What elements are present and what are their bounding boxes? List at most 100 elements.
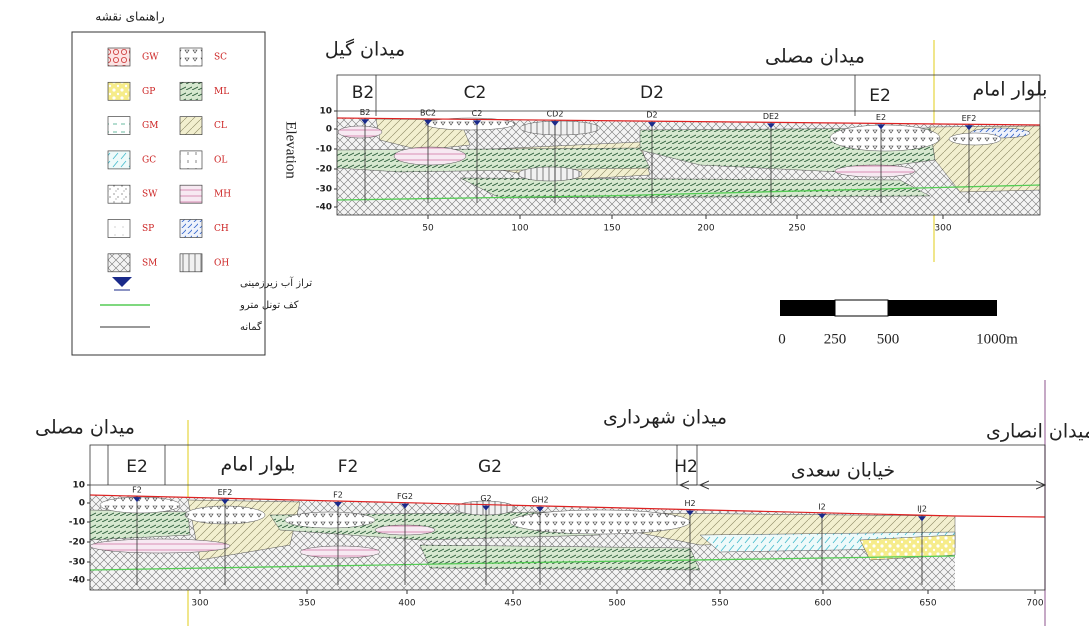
zone-label: E2: [869, 86, 891, 106]
scale-segment: [888, 300, 997, 316]
water-level: [965, 125, 973, 131]
scale-label: 1000m: [976, 331, 1018, 347]
water-level: [133, 497, 141, 503]
legend-swatch: [107, 81, 131, 101]
water-level: [648, 122, 656, 128]
y-tick-label: 0: [326, 125, 332, 135]
y-tick-label: -30: [69, 558, 85, 568]
borehole-label: D2: [646, 111, 657, 120]
place-name: بلوار امام: [973, 79, 1048, 101]
legend-label: MH: [214, 190, 231, 200]
water-level: [918, 516, 926, 522]
legend-swatch: [179, 81, 203, 101]
water-level: [473, 120, 481, 126]
water-level: [767, 123, 775, 129]
legend-label: GP: [142, 87, 155, 97]
soil-lens: [337, 125, 383, 139]
borehole-label: F2: [132, 486, 142, 495]
legend-label: OH: [214, 258, 229, 268]
y-axis-label: Elevation: [283, 121, 299, 179]
x-tick-label: 550: [711, 599, 728, 609]
x-tick-label: 650: [919, 599, 936, 609]
x-tick-label: 300: [934, 224, 951, 234]
borehole-label: G2: [480, 494, 491, 503]
borehole-label: CD2: [547, 110, 564, 119]
soil-lens: [519, 120, 601, 136]
soil-lens: [89, 509, 191, 541]
legend-label: ML: [214, 87, 229, 97]
legend-label: SW: [142, 190, 158, 200]
legend-title: راهنمای نقشه: [95, 10, 165, 25]
legend-swatch: [179, 219, 203, 238]
water-level: [536, 506, 544, 512]
soil-lens: [99, 496, 181, 514]
borehole-label: GH2: [531, 495, 548, 504]
zone-label: H2: [674, 457, 698, 477]
x-tick-label: 400: [398, 599, 415, 609]
place-name: میدان انصاری: [986, 421, 1089, 443]
borehole-label: FG2: [397, 492, 413, 501]
borehole-label: E2: [876, 113, 886, 122]
legend-label: GW: [142, 53, 159, 63]
soil-lens: [284, 511, 376, 529]
water-level: [818, 513, 826, 519]
scale-segment: [834, 299, 889, 317]
x-tick-label: 700: [1026, 599, 1043, 609]
scale-label: 500: [877, 331, 900, 347]
place-name: خیابان سعدی: [791, 460, 895, 482]
place-name: میدان شهرداری: [603, 407, 727, 429]
zone-label: E2: [126, 457, 148, 477]
legend-swatch: [179, 184, 203, 204]
soil-lens: [948, 132, 1002, 146]
scale-label: 0: [778, 331, 786, 347]
lenses: [336, 117, 1041, 199]
soil-lens: [89, 538, 231, 554]
soil-lens: [419, 544, 701, 571]
soil-lens: [459, 177, 931, 199]
x-tick-label: 600: [814, 599, 831, 609]
y-tick-label: 0: [79, 499, 85, 509]
borehole-label: EF2: [962, 114, 977, 123]
soil-lens: [509, 509, 691, 535]
zone-label: F2: [338, 457, 359, 477]
x-tick-label: 100: [511, 224, 528, 234]
water-level: [877, 124, 885, 130]
legend-swatch: [107, 150, 131, 170]
place-name: بلوار امام: [221, 454, 296, 476]
legend-box: [71, 31, 266, 356]
soil-lens: [859, 534, 956, 561]
x-tick-label: 350: [298, 599, 315, 609]
soil-lens: [834, 164, 916, 178]
legend-label: SP: [142, 224, 154, 234]
soil-lens: [829, 124, 941, 152]
water-level: [334, 502, 342, 508]
zone-label: C2: [464, 83, 487, 103]
borehole-label: B2: [360, 108, 371, 117]
borehole-label: BC2: [420, 108, 436, 117]
legend-swatch: [107, 184, 131, 204]
soil-lens: [336, 147, 651, 173]
legend-label: CH: [214, 224, 229, 234]
water-symbol: [112, 277, 132, 287]
legend-label: SC: [214, 53, 227, 63]
x-tick-label: 50: [422, 224, 434, 234]
y-tick-label: 10: [319, 107, 332, 117]
legend-symbol-label: تراز آب زیرزمینی: [240, 276, 312, 289]
legend-swatch: [107, 253, 131, 273]
soil-lens: [299, 545, 381, 559]
legend-swatch: [107, 116, 131, 135]
zone-label: B2: [352, 83, 374, 103]
soil-lens: [424, 117, 516, 131]
x-tick-label: 300: [191, 599, 208, 609]
legend-swatch: [107, 47, 131, 67]
y-tick-label: -20: [69, 538, 85, 548]
borehole-label: EF2: [218, 488, 233, 497]
legend-swatch: [179, 150, 203, 170]
scale-segment: [780, 300, 835, 316]
place-name: میدان مصلی: [35, 417, 135, 439]
soil-lens: [393, 146, 467, 166]
x-tick-label: 200: [697, 224, 714, 234]
section-frame: [336, 74, 1041, 216]
ground-line: [336, 117, 1041, 126]
ground-line: [89, 494, 1046, 518]
